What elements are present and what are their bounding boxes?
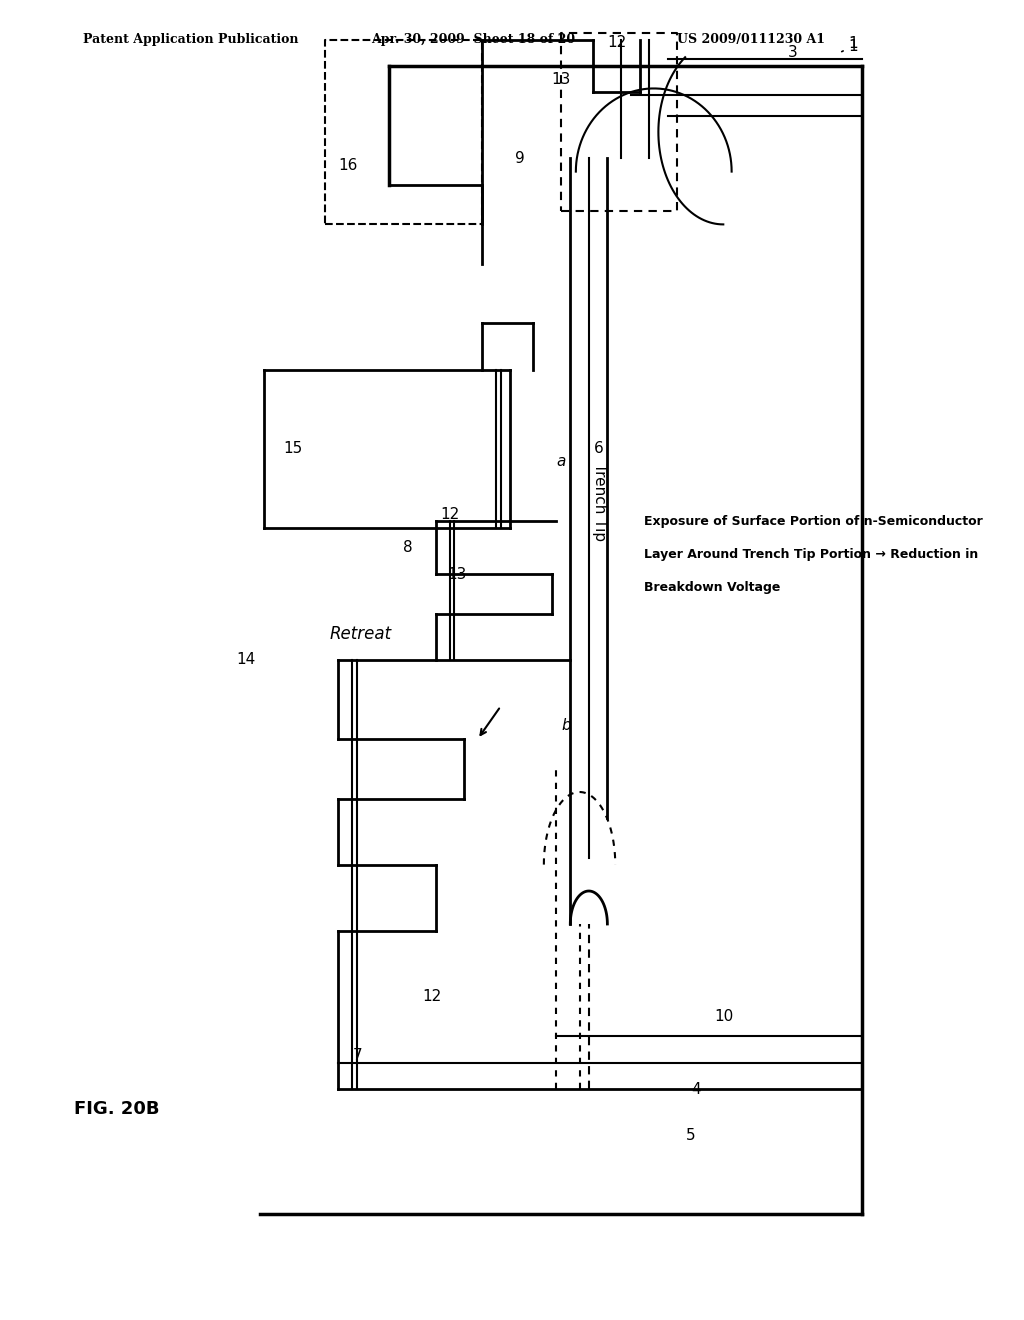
Text: 13: 13: [552, 71, 571, 87]
Text: a: a: [556, 454, 565, 470]
Text: 5: 5: [686, 1127, 696, 1143]
Text: 10: 10: [714, 1008, 733, 1024]
Text: b: b: [561, 718, 570, 734]
Text: 14: 14: [237, 652, 256, 668]
Text: 7: 7: [352, 1048, 362, 1064]
Text: US 2009/0111230 A1: US 2009/0111230 A1: [677, 33, 825, 46]
Text: 1: 1: [842, 38, 858, 54]
Text: Exposure of Surface Portion of n-Semiconductor: Exposure of Surface Portion of n-Semicon…: [644, 515, 983, 528]
Text: Breakdown Voltage: Breakdown Voltage: [644, 581, 781, 594]
Text: 15: 15: [283, 441, 302, 457]
Text: Retreat: Retreat: [329, 624, 391, 643]
Text: 6: 6: [594, 441, 603, 457]
Text: Patent Application Publication: Patent Application Publication: [84, 33, 299, 46]
Text: 3: 3: [788, 45, 798, 61]
Text: 1: 1: [849, 36, 858, 51]
Text: 13: 13: [446, 566, 466, 582]
Text: Layer Around Trench Tip Portion → Reduction in: Layer Around Trench Tip Portion → Reduct…: [644, 548, 979, 561]
Text: 4: 4: [691, 1081, 700, 1097]
Text: 12: 12: [607, 34, 627, 50]
Text: 9: 9: [515, 150, 524, 166]
Text: Apr. 30, 2009  Sheet 18 of 20: Apr. 30, 2009 Sheet 18 of 20: [371, 33, 575, 46]
Text: 8: 8: [403, 540, 413, 556]
Text: 16: 16: [339, 157, 357, 173]
Text: 12: 12: [440, 507, 460, 523]
Text: 12: 12: [422, 989, 441, 1005]
Text: FIG. 20B: FIG. 20B: [74, 1100, 160, 1118]
Text: Trench Tip: Trench Tip: [592, 462, 606, 541]
